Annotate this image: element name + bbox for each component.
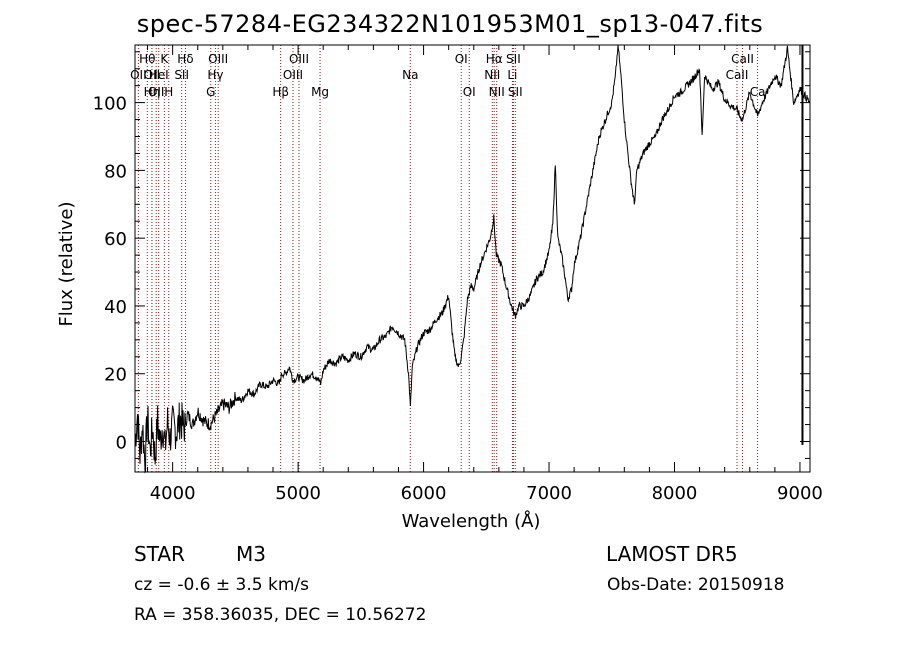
spectral-line-label: SII (508, 85, 523, 99)
redshift-text: cz = -0.6 ± 3.5 km/s (134, 575, 309, 595)
x-tick-label: 8000 (652, 483, 698, 504)
spectral-line-label: Na (402, 68, 418, 82)
spectral-line-label: Hδ (177, 52, 193, 66)
spectral-line-label: OI (455, 52, 468, 66)
y-tick-label: 100 (93, 94, 127, 115)
spectral-line-label: CaII (731, 52, 754, 66)
spectral-line-label: OIII (289, 52, 309, 66)
spectrum-series-line (134, 44, 811, 474)
y-tick-label: 40 (104, 297, 127, 318)
plot-frame (134, 44, 811, 473)
spectral-line-label: G (206, 85, 215, 99)
spectral-line-label: Hη (144, 85, 161, 99)
spectral-line-labels: OIIHθOIIHηOIIHeIKHSIIHδGHγOIIIHβOIIIOIII… (130, 52, 765, 99)
y-axis-label: Flux (relative) (56, 201, 77, 326)
obs-date: Obs-Date: 20150918 (607, 575, 785, 595)
spectral-line-label: OII (144, 68, 161, 82)
spectral-line-label: K (160, 52, 169, 66)
axis-tick-labels: 4000 5000 6000 7000 8000 9000 0 20 40 60 80 100 (93, 94, 823, 504)
object-class: STAR (134, 542, 185, 566)
spectral-line-label: NII (489, 85, 505, 99)
x-tick-label: 6000 (401, 483, 447, 504)
x-tick-label: 5000 (275, 483, 321, 504)
spectral-line-label: Hβ (272, 85, 289, 99)
survey-name: LAMOST DR5 (606, 542, 738, 566)
spectral-line-markers (137, 45, 804, 472)
x-tick-label: 4000 (150, 483, 196, 504)
x-tick-label: 7000 (526, 483, 572, 504)
spectral-line-label: SII (506, 52, 521, 66)
page-title: spec-57284-EG234322N101953M01_sp13-047.f… (136, 10, 764, 38)
spectral-line-label: OIII (283, 68, 303, 82)
spectral-line-label: Hθ (139, 52, 155, 66)
spectral-line-label: OII (148, 85, 165, 99)
spectral-line-label: Ca (750, 85, 766, 99)
spectral-line-label: OI (463, 85, 476, 99)
spectral-line-label: Hγ (207, 68, 223, 82)
spectral-line-label: SII (174, 68, 189, 82)
y-tick-label: 60 (104, 229, 127, 250)
spectral-line-label: OIII (208, 52, 228, 66)
axis-ticks (135, 45, 810, 472)
y-tick-label: 80 (104, 161, 127, 182)
spectral-line-label: OII (130, 68, 147, 82)
object-subclass: M3 (236, 542, 266, 566)
spectral-line-label: NII (484, 68, 500, 82)
spectral-line-label: H (164, 85, 173, 99)
spectral-line-label: HeI (149, 68, 169, 82)
spectral-line-label: Li (507, 68, 517, 82)
spectral-line-label: Hα (486, 52, 503, 66)
coordinates: RA = 358.36035, DEC = 10.56272 (134, 605, 427, 625)
y-tick-label: 0 (116, 433, 127, 454)
spectral-line-label: CaII (726, 68, 749, 82)
x-axis-label: Wavelength (Å) (402, 510, 541, 532)
x-tick-label: 9000 (777, 483, 823, 504)
spectral-line-label: Mg (311, 85, 329, 99)
y-tick-label: 20 (104, 365, 127, 386)
